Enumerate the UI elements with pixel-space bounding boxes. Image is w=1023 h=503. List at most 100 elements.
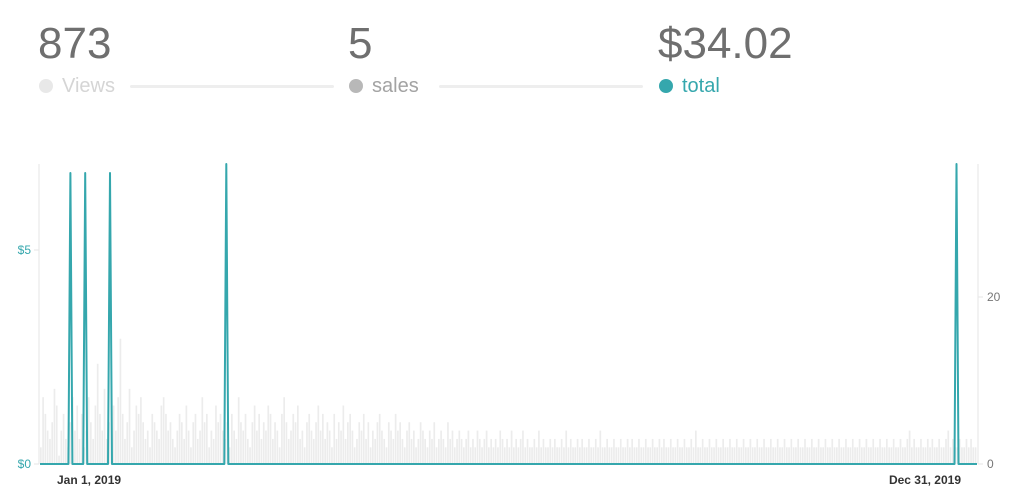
left-axis-ticks: $0 $5	[18, 243, 39, 471]
views-bar	[269, 413, 272, 464]
views-bar	[833, 447, 836, 464]
right-axis-ticks: 0 20	[978, 290, 1001, 471]
views-bar	[78, 438, 81, 464]
views-bar	[183, 438, 185, 464]
views-bar	[99, 413, 101, 464]
views-bar	[46, 430, 49, 464]
views-bar	[813, 447, 815, 464]
stat-total[interactable]: $34.02 total	[658, 18, 958, 100]
views-bar	[51, 422, 54, 464]
views-bar	[949, 447, 952, 464]
views-bar	[770, 438, 772, 464]
views-bar	[206, 413, 208, 464]
views-bar	[874, 447, 877, 464]
views-bar	[144, 438, 147, 464]
stat-sales[interactable]: 5 sales	[348, 18, 648, 100]
views-bar	[340, 430, 342, 464]
views-bar	[240, 422, 242, 464]
views-bar	[804, 438, 806, 464]
views-bar	[281, 413, 283, 464]
views-bar	[267, 405, 270, 464]
views-bar	[130, 447, 133, 464]
views-bar	[838, 438, 840, 464]
views-bar	[858, 438, 861, 464]
stat-views-label: Views	[62, 75, 115, 97]
views-bar	[217, 422, 220, 464]
views-bar	[606, 438, 608, 464]
views-bar	[951, 438, 954, 464]
left-axis-tick-label: $5	[18, 243, 32, 257]
views-bar	[187, 430, 190, 464]
views-bar	[451, 430, 454, 464]
views-bar	[679, 447, 681, 464]
views-bar	[296, 405, 299, 464]
views-bar	[688, 447, 690, 464]
views-bar	[383, 438, 386, 464]
views-bar	[221, 430, 224, 464]
views-bar	[574, 447, 577, 464]
views-bar	[174, 447, 176, 464]
views-bar	[53, 388, 56, 464]
views-bar	[970, 438, 972, 464]
views-bar	[203, 422, 206, 464]
views-bar	[251, 422, 254, 464]
views-bar	[642, 447, 645, 464]
views-bar	[890, 447, 893, 464]
views-bar	[856, 447, 859, 464]
views-bar	[401, 438, 404, 464]
views-bar	[392, 438, 395, 464]
views-bar	[861, 447, 863, 464]
views-bar	[215, 405, 217, 464]
views-bar	[390, 430, 392, 464]
stat-total-label: total	[682, 75, 720, 97]
views-bar	[624, 447, 627, 464]
views-bar	[474, 447, 477, 464]
views-bar	[638, 438, 640, 464]
views-bar	[271, 438, 274, 464]
views-bar	[276, 430, 279, 464]
views-bar	[656, 447, 658, 464]
views-bar	[449, 438, 452, 464]
views-bar	[945, 438, 947, 464]
views-bar	[103, 388, 106, 464]
views-bar	[879, 438, 881, 464]
views-bar	[513, 447, 515, 464]
views-bar	[820, 447, 822, 464]
views-bar	[722, 438, 724, 464]
views-bar	[301, 430, 304, 464]
views-bar	[958, 438, 961, 464]
views-bar	[333, 413, 336, 464]
views-bar	[397, 430, 399, 464]
views-bar	[349, 413, 351, 464]
views-bar	[706, 447, 709, 464]
views-bar	[194, 413, 197, 464]
views-bar	[974, 447, 977, 464]
views-bar	[720, 447, 722, 464]
views-bar	[453, 447, 456, 464]
views-bar	[117, 397, 119, 464]
views-bar	[654, 447, 656, 464]
views-bar	[738, 447, 740, 464]
views-bar	[292, 413, 295, 464]
stat-views[interactable]: 873 Views	[38, 18, 338, 100]
sales-dot-icon	[349, 79, 363, 93]
views-bar	[62, 413, 65, 464]
views-bar	[556, 447, 558, 464]
views-bar	[965, 438, 968, 464]
views-bar	[438, 438, 440, 464]
views-bar	[112, 405, 115, 464]
views-bar	[299, 438, 301, 464]
views-bar	[540, 447, 543, 464]
views-bar	[685, 447, 688, 464]
views-bar	[626, 438, 629, 464]
views-bar	[933, 447, 936, 464]
views-bar	[460, 438, 463, 464]
views-bar	[631, 438, 633, 464]
views-bar	[124, 438, 126, 464]
views-bar	[231, 413, 233, 464]
views-bar	[647, 447, 649, 464]
right-axis-tick-label: 0	[987, 457, 994, 471]
views-bar	[499, 430, 502, 464]
views-bar	[501, 438, 504, 464]
views-bar	[694, 430, 697, 464]
